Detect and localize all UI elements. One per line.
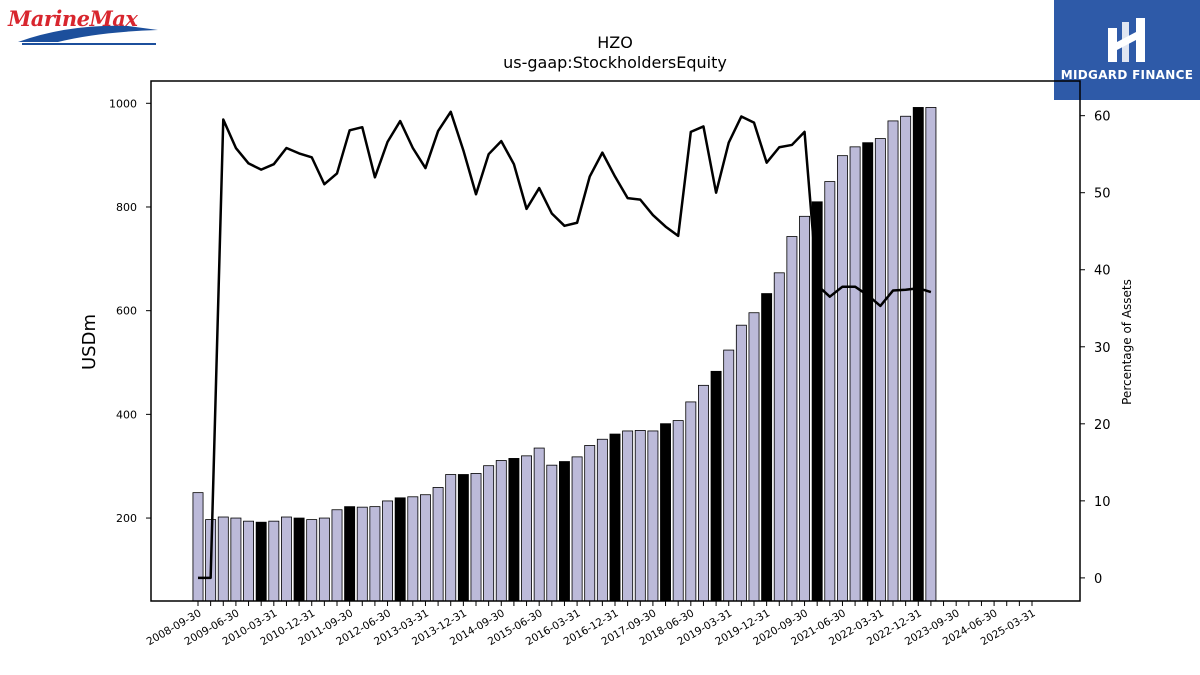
- y2-tick-label-30: 30: [1094, 341, 1111, 356]
- bar-2010-09-30: [293, 517, 305, 602]
- y2-tick-label-0: 0: [1094, 572, 1102, 587]
- bar-2015-06-30: [533, 447, 545, 602]
- marinemax-logo: MarineMax: [8, 6, 168, 46]
- bar-2016-09-30: [596, 438, 608, 602]
- bar-2015-03-31: [521, 455, 532, 602]
- bar-2019-03-31: [723, 349, 735, 602]
- percentage-of-assets-line: [198, 110, 932, 580]
- y2-tick-label-40: 40: [1094, 264, 1111, 279]
- y-tick-label-1000: 1000: [109, 97, 137, 110]
- bar-2011-09-30: [344, 506, 356, 602]
- bar-2023-03-31: [925, 107, 937, 602]
- bar-2017-03-31: [622, 430, 634, 602]
- bar-2014-12-31: [508, 458, 520, 602]
- bar-2012-09-30: [394, 497, 406, 602]
- bar-2019-09-30: [748, 312, 760, 602]
- bar-2011-03-31: [318, 517, 330, 602]
- bar-2015-09-30: [546, 464, 558, 602]
- bar-2010-12-31: [306, 519, 318, 602]
- y2-tick-label-20: 20: [1094, 418, 1111, 433]
- bar-2010-06-30: [280, 516, 292, 602]
- bar-2021-09-30: [849, 146, 861, 602]
- bar-2022-03-31: [874, 138, 886, 602]
- midgard-monogram-icon: [1108, 18, 1145, 62]
- bar-2019-12-31: [761, 293, 773, 602]
- bar-2017-06-30: [634, 430, 646, 602]
- y-tick-label-600: 600: [116, 305, 137, 318]
- chart-title: HZO: [597, 33, 633, 52]
- y2-tick-label-60: 60: [1094, 110, 1111, 125]
- bar-2016-06-30: [584, 445, 596, 602]
- bar-2021-03-31: [824, 181, 836, 602]
- bar-2022-12-31: [912, 107, 924, 602]
- bar-2017-09-30: [647, 430, 659, 602]
- y-axis-label: USDm: [79, 314, 100, 370]
- bar-2021-06-30: [837, 155, 848, 602]
- bar-2022-06-30: [887, 120, 899, 602]
- bar-2018-03-31: [672, 420, 684, 602]
- bar-2012-03-31: [369, 506, 381, 602]
- bar-2015-12-31: [559, 461, 570, 602]
- bar-2018-12-31: [710, 370, 722, 602]
- midgard-finance-logo: MIDGARD FINANCE: [1054, 0, 1200, 100]
- bar-2013-03-31: [419, 494, 431, 602]
- y2-tick-label-10: 10: [1094, 495, 1111, 510]
- bar-2009-06-30: [230, 517, 242, 602]
- bar-2019-06-30: [735, 324, 747, 602]
- bar-2020-06-30: [786, 236, 798, 602]
- bar-2020-12-31: [811, 201, 823, 602]
- y2-tick-label-50: 50: [1094, 187, 1111, 202]
- bar-2010-03-31: [268, 520, 280, 602]
- marinemax-wave-icon: [18, 25, 158, 45]
- y-tick-label-200: 200: [116, 512, 137, 525]
- bar-2013-12-31: [457, 474, 469, 602]
- bar-2014-03-31: [470, 473, 482, 602]
- bar-2018-06-30: [685, 401, 697, 602]
- bar-2008-09-30: [192, 492, 204, 602]
- y-tick-label-800: 800: [116, 201, 137, 214]
- y2-axis-label: Percentage of Assets: [1120, 279, 1134, 405]
- bar-2012-12-31: [407, 496, 419, 602]
- bar-2009-12-31: [255, 521, 267, 602]
- bar-2017-12-31: [660, 423, 671, 602]
- bar-2022-09-30: [900, 115, 912, 602]
- bar-2020-03-31: [773, 272, 785, 602]
- bar-2020-09-30: [799, 215, 810, 602]
- bar-2014-06-30: [483, 465, 495, 602]
- bar-2009-09-30: [243, 520, 255, 602]
- bar-2009-03-31: [217, 516, 229, 602]
- bar-2021-12-31: [862, 142, 874, 602]
- bar-2012-06-30: [382, 500, 393, 602]
- bar-2013-09-30: [445, 474, 457, 602]
- bar-2016-03-31: [571, 456, 583, 602]
- bar-2016-12-31: [609, 433, 621, 602]
- bar-2014-09-30: [495, 460, 507, 602]
- midgard-finance-text: MIDGARD FINANCE: [1060, 68, 1194, 82]
- bar-2013-06-30: [432, 487, 444, 602]
- chart-subtitle: us-gaap:StockholdersEquity: [503, 53, 727, 72]
- bar-2011-12-31: [356, 506, 368, 602]
- bar-2018-09-30: [698, 384, 709, 602]
- y-tick-label-400: 400: [116, 408, 137, 421]
- bar-2011-06-30: [331, 509, 343, 602]
